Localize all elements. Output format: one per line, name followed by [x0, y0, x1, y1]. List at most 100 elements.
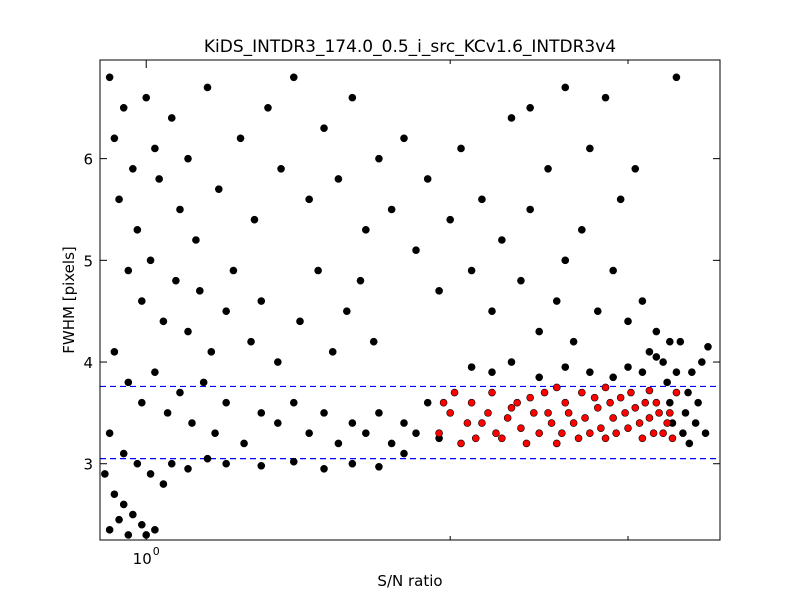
- black-data-point: [561, 256, 570, 265]
- black-data-point: [184, 327, 192, 336]
- black-data-point: [701, 429, 710, 438]
- red-data-point: [457, 439, 465, 448]
- black-data-point: [151, 144, 159, 153]
- red-data-point: [672, 388, 681, 397]
- red-data-point: [484, 409, 492, 417]
- black-data-point: [247, 337, 255, 346]
- black-data-point: [681, 409, 690, 417]
- red-data-point: [649, 429, 658, 438]
- black-data-point: [105, 73, 114, 82]
- black-data-point: [507, 358, 516, 366]
- black-data-point: [400, 134, 408, 143]
- black-data-point: [133, 459, 142, 468]
- red-data-point: [569, 419, 578, 427]
- black-data-point: [257, 297, 266, 305]
- red-data-point: [561, 398, 570, 407]
- black-data-point: [685, 439, 694, 448]
- black-data-point: [101, 470, 109, 478]
- y-axis-label: FWHM [pixels]: [60, 246, 78, 353]
- black-data-point: [362, 429, 370, 438]
- black-data-point: [146, 470, 155, 478]
- red-data-point: [439, 398, 448, 407]
- red-data-point: [581, 414, 589, 422]
- red-data-point: [463, 419, 472, 427]
- black-data-point: [207, 348, 216, 356]
- black-data-point: [467, 266, 476, 275]
- black-data-point: [561, 83, 570, 92]
- black-data-point: [277, 165, 285, 173]
- x-tick-label-exponent: 0: [153, 545, 160, 558]
- black-data-point: [129, 165, 137, 173]
- black-data-point: [666, 398, 674, 407]
- red-data-point: [547, 419, 556, 427]
- red-data-point: [645, 414, 654, 422]
- black-data-point: [188, 419, 196, 427]
- black-data-point: [124, 266, 133, 275]
- black-data-point: [222, 398, 230, 407]
- black-data-point: [375, 462, 383, 471]
- red-data-point: [663, 419, 671, 427]
- red-data-point: [641, 398, 650, 407]
- black-data-point: [334, 439, 343, 448]
- black-data-point: [289, 457, 298, 466]
- red-data-point: [507, 403, 516, 412]
- black-data-point: [184, 465, 192, 473]
- black-data-point: [159, 317, 168, 326]
- red-data-point: [635, 419, 644, 427]
- black-data-point: [645, 348, 654, 356]
- black-data-point: [289, 398, 298, 407]
- black-data-point: [638, 297, 647, 305]
- red-data-point: [631, 403, 640, 412]
- black-data-point: [155, 175, 163, 183]
- black-data-point: [274, 358, 282, 366]
- red-data-point: [535, 429, 544, 438]
- black-data-point: [119, 104, 128, 112]
- black-data-point: [151, 368, 159, 377]
- red-data-point: [471, 434, 480, 443]
- red-data-point: [586, 429, 594, 438]
- black-data-point: [375, 154, 383, 163]
- black-data-point: [274, 419, 282, 427]
- black-data-point: [369, 337, 378, 346]
- black-data-point: [264, 104, 272, 112]
- black-data-point: [105, 429, 114, 438]
- black-data-point: [517, 276, 525, 285]
- red-data-point: [668, 434, 677, 443]
- x-axis-label: S/N ratio: [377, 572, 442, 590]
- black-data-point: [236, 134, 245, 143]
- plot-frame: [99, 59, 721, 541]
- x-tick-label: 10: [133, 550, 152, 568]
- black-data-point: [192, 236, 200, 244]
- black-data-point: [666, 337, 674, 346]
- black-data-point: [457, 144, 465, 153]
- black-data-point: [334, 175, 343, 183]
- black-data-point: [110, 134, 119, 143]
- red-data-point: [564, 409, 573, 417]
- black-data-point: [348, 419, 357, 427]
- black-data-point: [119, 500, 128, 509]
- black-data-point: [507, 114, 516, 122]
- black-data-point: [163, 409, 172, 417]
- red-data-point: [574, 434, 583, 443]
- y-tick-label: 5: [83, 252, 93, 270]
- black-data-point: [115, 195, 123, 204]
- black-data-point: [250, 215, 259, 224]
- red-data-point: [446, 409, 455, 417]
- black-data-point: [616, 195, 625, 204]
- black-data-point: [199, 378, 208, 387]
- black-data-point: [526, 104, 534, 112]
- red-data-point: [450, 388, 459, 397]
- red-data-point: [593, 403, 602, 412]
- black-data-point: [184, 154, 192, 163]
- black-data-point: [211, 429, 219, 438]
- red-data-point: [544, 409, 552, 417]
- black-data-point: [133, 226, 142, 234]
- red-data-point: [498, 434, 506, 443]
- black-data-point: [488, 368, 496, 377]
- black-data-point: [663, 378, 671, 387]
- black-data-point: [387, 439, 396, 448]
- red-data-point: [488, 388, 496, 397]
- black-data-point: [348, 93, 357, 102]
- black-data-point: [124, 531, 133, 539]
- red-data-point: [655, 409, 663, 417]
